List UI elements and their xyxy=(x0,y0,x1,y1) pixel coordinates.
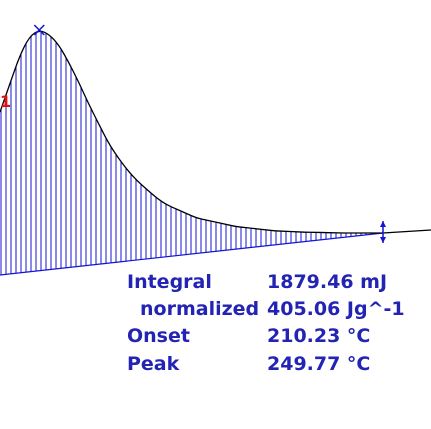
dsc-curve xyxy=(0,30,431,234)
integration-limit-icon[interactable] xyxy=(380,221,386,243)
edge-marker-label: 1 xyxy=(0,92,12,111)
integration-hatching xyxy=(0,30,382,275)
integration-baseline xyxy=(0,232,384,276)
peak-marker-icon xyxy=(33,24,45,36)
